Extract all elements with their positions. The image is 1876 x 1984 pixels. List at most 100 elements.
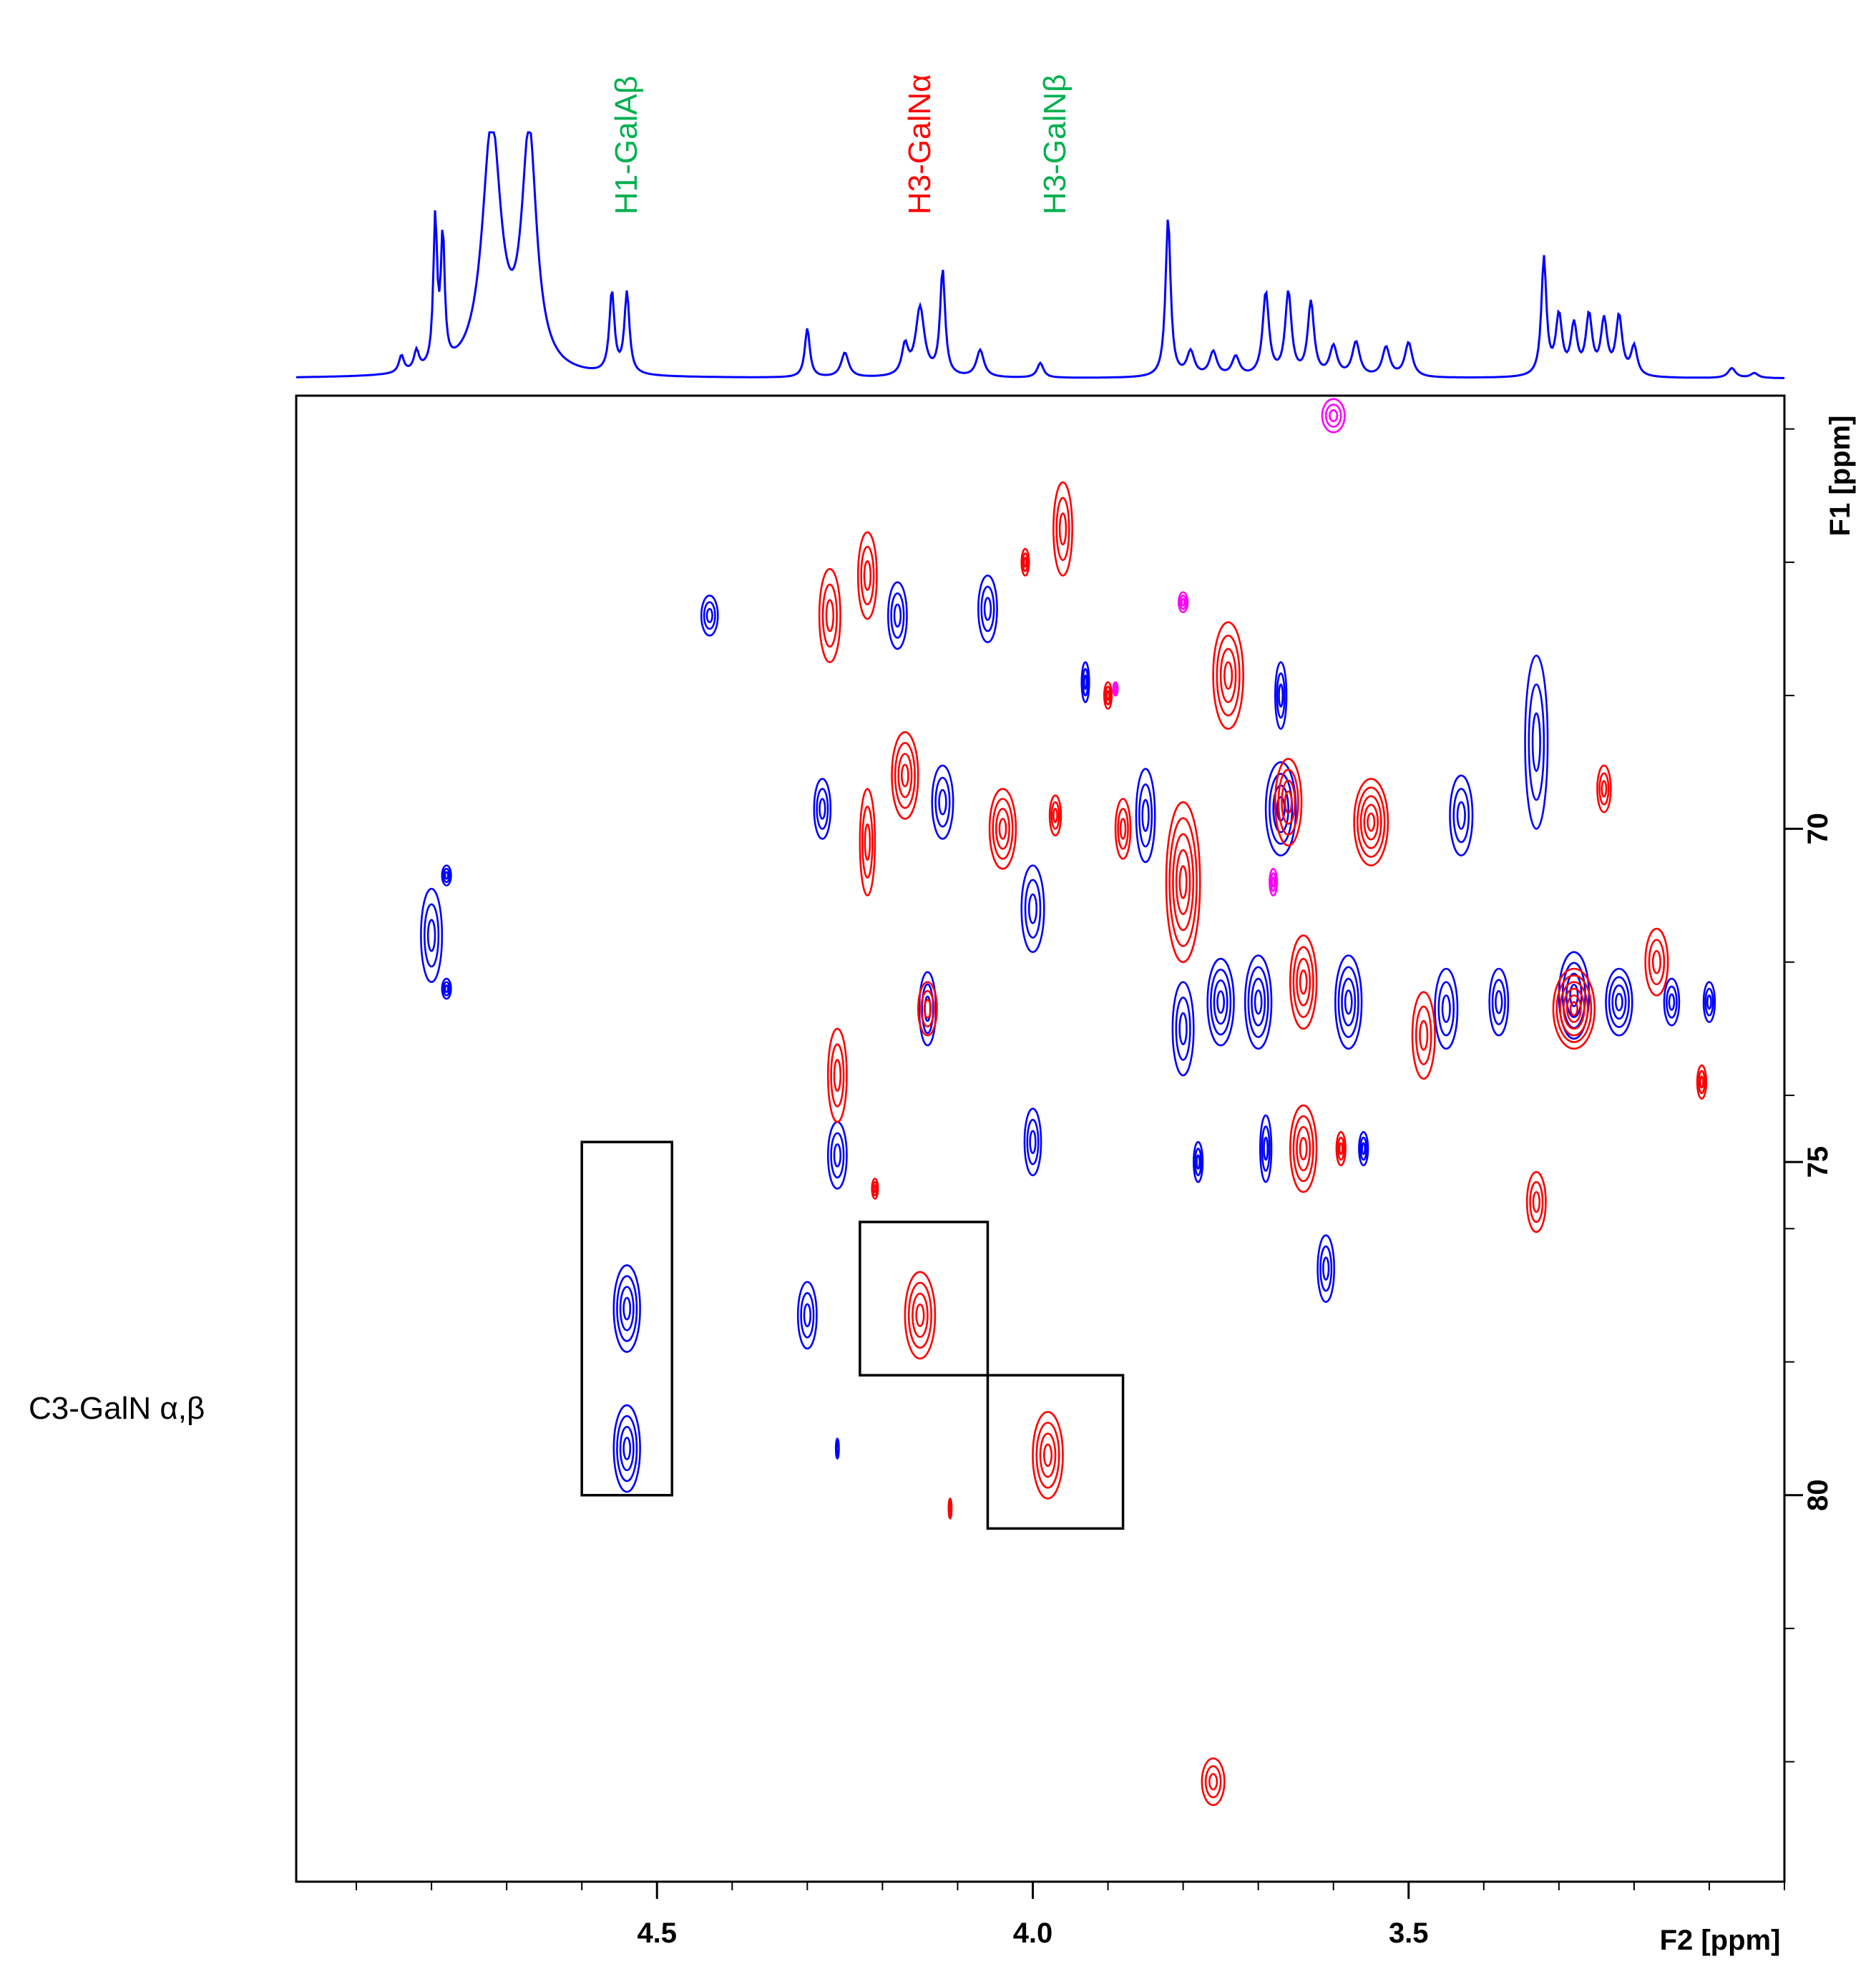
- contour-level: [1452, 788, 1470, 844]
- contour-level: [1119, 818, 1127, 840]
- contour-level: [1055, 497, 1070, 562]
- contour-peak: [1052, 481, 1073, 577]
- contour-level: [1281, 779, 1296, 825]
- contour-peak: [1702, 981, 1716, 1023]
- contour-peak: [1321, 398, 1346, 434]
- contour-level: [619, 1286, 635, 1331]
- contour-level: [863, 559, 872, 591]
- contour-peak: [813, 778, 832, 840]
- contour-peak: [1596, 764, 1612, 813]
- contour-level: [1322, 1256, 1330, 1281]
- contour-level: [1022, 557, 1028, 568]
- contour-level: [1104, 685, 1112, 705]
- contour-level: [1175, 849, 1191, 915]
- contour-level: [700, 595, 719, 637]
- contour-level: [1596, 764, 1612, 813]
- contour-peak: [1353, 778, 1389, 866]
- contour-peak: [1334, 954, 1363, 1050]
- contour-level: [1050, 801, 1060, 830]
- contour-level: [1216, 990, 1226, 1015]
- contour-level: [1035, 1422, 1060, 1489]
- contour-peak: [1023, 1108, 1042, 1177]
- contour-level: [444, 871, 449, 880]
- contour-level: [818, 567, 841, 663]
- contour-level: [907, 1281, 932, 1349]
- contour-level: [948, 1504, 952, 1513]
- contour-level: [1605, 967, 1633, 1037]
- contour-level: [1563, 987, 1586, 1030]
- contour-level: [1319, 1245, 1333, 1292]
- contour-level: [1165, 801, 1201, 963]
- contour-level: [1201, 1757, 1226, 1807]
- contour-level: [1528, 683, 1545, 801]
- contour-level: [1338, 1142, 1344, 1155]
- contour-level: [1247, 966, 1269, 1038]
- contour-peak: [1080, 661, 1090, 703]
- contour-level: [441, 864, 452, 886]
- contour-peak: [1112, 681, 1119, 697]
- contour-level: [1272, 784, 1289, 834]
- x-axis: 4.5 4.0 3.5: [356, 1882, 1785, 1949]
- contour-level: [995, 808, 1010, 850]
- highlight-boxes: [580, 1140, 1125, 1530]
- contour-level: [912, 1292, 929, 1338]
- y-tick-label: 75: [1802, 1146, 1834, 1178]
- contour-level: [1299, 969, 1308, 995]
- contour-peak: [1488, 967, 1510, 1037]
- x-tick-label: 4.0: [1013, 1917, 1053, 1949]
- contour-level: [1284, 790, 1293, 814]
- contour-peak: [1663, 977, 1681, 1027]
- highlight-box: [580, 1140, 674, 1497]
- contour-peak: [1644, 927, 1669, 997]
- y-axis-title: F1 [ppm]: [1824, 416, 1856, 537]
- peak-label: H3-GalNα: [902, 74, 937, 215]
- contour-peak: [871, 1178, 879, 1200]
- contour-level: [1206, 957, 1235, 1047]
- contour-level: [1702, 981, 1716, 1023]
- contour-level: [1196, 1154, 1201, 1170]
- contour-level: [1495, 989, 1503, 1015]
- x-tick-label: 3.5: [1389, 1917, 1429, 1949]
- contour-level: [923, 999, 932, 1019]
- contour-peak: [1193, 1140, 1204, 1183]
- contour-peak: [988, 788, 1017, 870]
- contour-level: [819, 798, 826, 820]
- contour-level: [1359, 1136, 1368, 1161]
- highlight-box: [859, 1221, 990, 1377]
- contour-peak: [441, 977, 452, 1000]
- contour-peak: [1135, 768, 1156, 864]
- contour-level: [1114, 798, 1132, 860]
- contour-level: [1608, 976, 1630, 1028]
- y-tick-label: 80: [1802, 1480, 1834, 1512]
- contour-level: [1212, 621, 1244, 730]
- contour-peak: [886, 581, 908, 650]
- contour-level: [1058, 512, 1068, 546]
- contour-level: [1344, 989, 1353, 1015]
- contour-level: [1024, 879, 1042, 939]
- contour-level: [860, 545, 875, 606]
- contour-level: [1175, 997, 1191, 1061]
- contour-level: [873, 1184, 877, 1193]
- contour-level: [796, 1281, 818, 1350]
- contour-level: [1027, 893, 1038, 924]
- contour-level: [1261, 1125, 1271, 1172]
- contour-level: [980, 585, 995, 632]
- contour-level: [1274, 661, 1288, 730]
- contour-level: [619, 1426, 635, 1472]
- contour-level: [1434, 967, 1459, 1050]
- contour-level: [1367, 812, 1376, 832]
- contour-level: [1276, 672, 1286, 719]
- contour-level: [859, 788, 876, 896]
- contour-level: [616, 1414, 638, 1482]
- contour-level: [800, 1291, 815, 1339]
- contour-level: [1524, 654, 1549, 830]
- contour-level: [864, 823, 871, 861]
- contour-level: [1082, 668, 1089, 697]
- contour-level: [1337, 1136, 1345, 1161]
- contour-level: [816, 788, 829, 830]
- contour-level: [1083, 674, 1088, 690]
- contour-level: [1697, 1070, 1706, 1095]
- contour-peak: [796, 1281, 818, 1350]
- contour-level: [988, 788, 1017, 870]
